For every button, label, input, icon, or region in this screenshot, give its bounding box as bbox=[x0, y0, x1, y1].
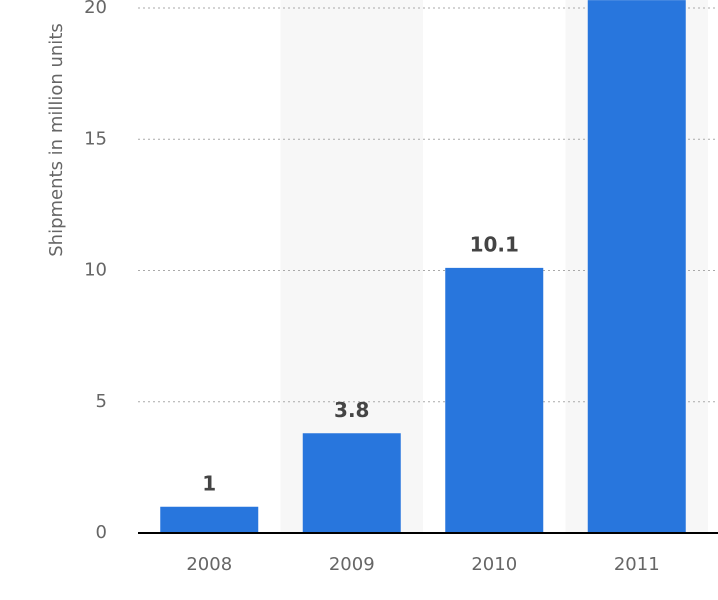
y-tick-label: 20 bbox=[84, 0, 107, 18]
bar bbox=[445, 267, 544, 533]
value-label: 1 bbox=[202, 471, 216, 495]
value-label: 10.1 bbox=[470, 232, 519, 256]
y-tick-label: 5 bbox=[96, 391, 107, 412]
y-tick-label: 10 bbox=[84, 260, 107, 281]
bar bbox=[302, 433, 401, 533]
y-tick-label: 0 bbox=[96, 522, 107, 543]
bar bbox=[160, 506, 259, 533]
x-tick-label: 2011 bbox=[614, 554, 660, 575]
y-tick-label: 15 bbox=[84, 128, 107, 149]
x-tick-label: 2008 bbox=[186, 554, 232, 575]
x-tick-label: 2010 bbox=[471, 554, 517, 575]
value-label: 3.8 bbox=[334, 398, 369, 422]
x-tick-label: 2009 bbox=[329, 554, 375, 575]
bar bbox=[587, 0, 686, 533]
y-axis-label: Shipments in million units bbox=[46, 23, 67, 257]
